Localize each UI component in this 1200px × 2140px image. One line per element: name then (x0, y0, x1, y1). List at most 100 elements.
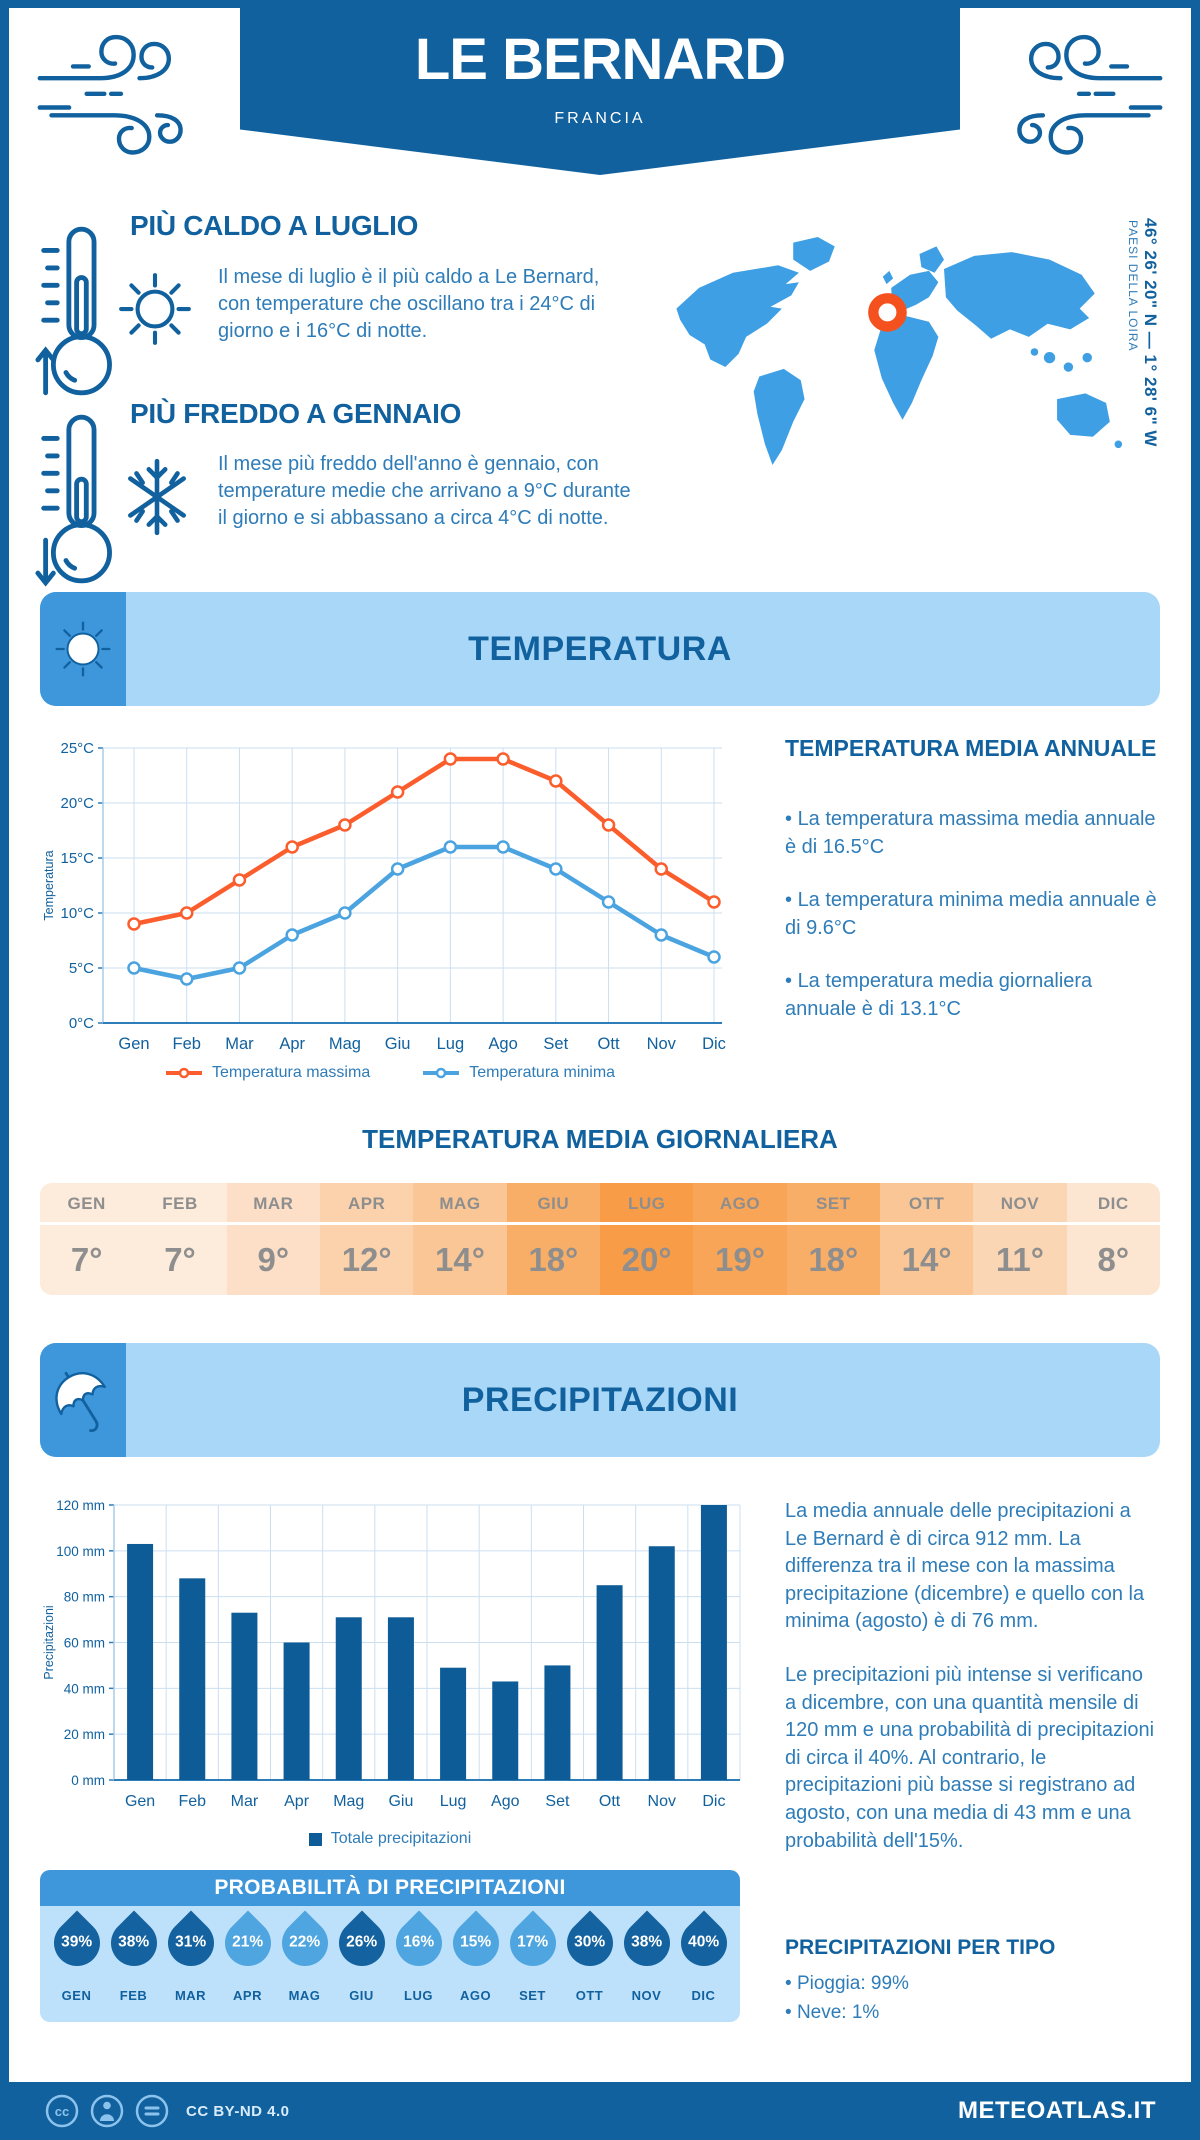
data-point (496, 840, 510, 854)
legend-line-marker (165, 1067, 202, 1079)
precipitation-chart-legend: Totale precipitazioni (40, 1830, 740, 1848)
data-point (707, 950, 721, 964)
cc-license-icons: cc (44, 2093, 170, 2129)
data-point (390, 785, 405, 799)
legend-label: Temperatura minima (469, 1064, 616, 1081)
data-point (654, 862, 669, 876)
thermometer-down-icon (35, 414, 112, 587)
bar (440, 1667, 467, 1780)
probability-value: 38% (117, 1934, 150, 1951)
world-map (676, 237, 1123, 466)
page-border-left (0, 0, 9, 2140)
month-label: APR (319, 1183, 414, 1225)
precipitation-text-block: La media annuale delle precipitazioni a … (785, 1498, 1155, 1881)
bar (335, 1617, 362, 1780)
data-point (654, 928, 669, 942)
precipitation-types-title: PRECIPITAZIONI PER TIPO (785, 1936, 1056, 1959)
data-point (285, 840, 299, 854)
y-tick-label: 60 mm (64, 1636, 105, 1651)
month-label: GIU (349, 1988, 374, 2003)
precipitation-probability-panel: PROBABILITÀ DI PRECIPITAZIONI 39% GEN 38% F… (40, 1870, 740, 2022)
data-point (496, 752, 510, 766)
precipitation-banner-iconblock (40, 1343, 126, 1457)
month-label: SET (786, 1183, 880, 1225)
y-tick-label: 100 mm (56, 1544, 105, 1559)
probability-value: 17% (516, 1934, 549, 1951)
thermometer-up-icon (35, 226, 112, 396)
cold-highlight-text: Il mese più freddo dell'anno è gennaio, … (218, 453, 631, 530)
water-drop-icon: 38% (613, 1910, 680, 1976)
month-label: DIC (691, 1988, 716, 2003)
month-label: DIC (1066, 1183, 1160, 1225)
probability-cell: 39% GEN (43, 1906, 110, 2022)
probability-value: 15% (459, 1934, 492, 1951)
month-label: MAG (288, 1988, 321, 2003)
legend-line-marker (423, 1067, 460, 1079)
temperature-value: 18° (808, 1241, 859, 1278)
data-point (390, 862, 405, 876)
month-column: MAR 9° (226, 1183, 320, 1295)
y-tick-label: 20°C (60, 795, 94, 812)
annual-temperature-list: La temperatura massima media annuale è d… (785, 806, 1157, 1024)
page-border-right (1191, 0, 1200, 2140)
data-point (549, 862, 563, 876)
month-column: MAG 14° (413, 1183, 507, 1295)
x-tick-label: Set (543, 1035, 568, 1053)
legend-marker (435, 1067, 447, 1079)
map-meta: 46° 26' 20" N — 1° 28' 6" W PAESI DELLA … (1126, 218, 1160, 518)
probability-value: 39% (60, 1934, 93, 1951)
month-label: APR (233, 1988, 262, 2003)
legend-marker (178, 1067, 190, 1079)
bar (648, 1546, 675, 1780)
month-label: MAR (226, 1183, 320, 1225)
y-tick-label: 10°C (60, 905, 94, 922)
legend-item: Temperatura massima (165, 1064, 370, 1082)
footer-bar: cc CC BY-ND 4.0 METEOATLAS.IT (0, 2082, 1200, 2140)
month-label: LUG (404, 1988, 433, 2003)
month-column: DIC 8° (1066, 1183, 1160, 1295)
site-name: METEOATLAS.IT (957, 2097, 1156, 2124)
probability-cell: 40% DIC (670, 1906, 737, 2022)
bar (179, 1578, 206, 1780)
cc-icon: cc (45, 2094, 79, 2128)
probability-cell: 15% AGO (442, 1906, 509, 2022)
x-tick-label: Giu (388, 1793, 413, 1810)
month-label: MAR (174, 1988, 207, 2003)
x-tick-label: Apr (279, 1035, 305, 1053)
sun-banner-icon (55, 621, 111, 677)
bar (283, 1642, 310, 1780)
series-line (131, 756, 717, 927)
probability-value: 26% (345, 1934, 378, 1951)
y-tick-label: 80 mm (64, 1590, 105, 1605)
temperature-value: 19° (715, 1241, 765, 1278)
location-marker (868, 293, 907, 332)
bar (231, 1612, 258, 1780)
water-drop-icon: 38% (100, 1910, 167, 1976)
data-point (443, 752, 458, 766)
page-title: LE BERNARD (414, 27, 786, 92)
month-column: AGO 19° (693, 1183, 787, 1295)
probability-value: 30% (573, 1934, 606, 1951)
bar (544, 1665, 571, 1780)
x-tick-label: Ago (491, 1793, 520, 1810)
precipitation-types-list: Pioggia: 99%Neve: 1% (785, 1970, 1157, 2027)
probability-cell: 16% LUG (385, 1906, 452, 2022)
bar (492, 1681, 519, 1780)
x-tick-label: Set (545, 1793, 570, 1810)
temperature-value: 18° (528, 1241, 579, 1278)
month-label: SET (519, 1988, 546, 2003)
data-point (285, 928, 299, 942)
wind-icon (37, 34, 183, 155)
data-point (232, 873, 247, 887)
data-point (601, 895, 616, 909)
y-tick-label: 20 mm (64, 1727, 105, 1742)
data-point (179, 906, 194, 920)
temperature-value: 7° (70, 1241, 103, 1278)
temperature-value: 9° (257, 1241, 290, 1278)
x-tick-label: Dic (702, 1035, 726, 1053)
legend-label: Temperatura massima (211, 1064, 371, 1081)
month-label: GEN (61, 1988, 92, 2003)
data-point (127, 917, 141, 931)
probability-value: 21% (231, 1934, 264, 1951)
data-point (338, 906, 352, 920)
